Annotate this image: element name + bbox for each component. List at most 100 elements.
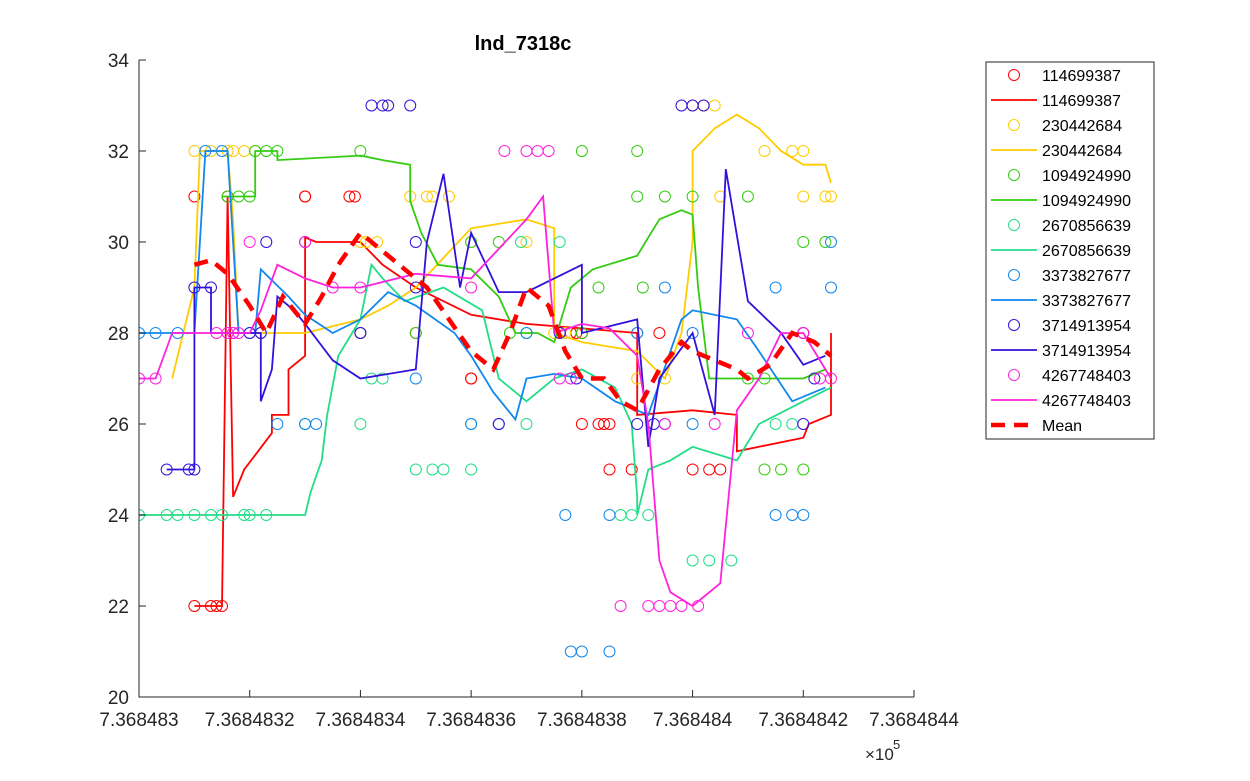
marker-230442684-14 xyxy=(520,236,533,248)
marker-3714913954-17 xyxy=(492,418,505,430)
x-tick-label: 7.3684844 xyxy=(869,710,959,731)
marker-3373827677-17 xyxy=(559,509,572,521)
marker-4267748403-9 xyxy=(354,281,367,294)
marker-1094924990-12 xyxy=(741,190,754,203)
marker-3373827677-20 xyxy=(658,281,671,294)
marker-2670856639-20 xyxy=(515,236,527,248)
legend-symbol xyxy=(1008,169,1020,181)
marker-1094924990-11 xyxy=(686,190,699,203)
y-tick-label: 30 xyxy=(108,233,129,254)
chart-title: lnd_7318c xyxy=(475,33,572,55)
marker-4267748403-12 xyxy=(520,145,533,157)
marker-4267748403-5 xyxy=(232,327,245,339)
legend-entry: 3373827677 xyxy=(1008,268,1131,285)
marker-114699387-8 xyxy=(348,190,361,203)
marker-1094924990-5 xyxy=(271,145,284,157)
marker-3714913954-13 xyxy=(404,99,417,112)
marker-2670856639-11 xyxy=(365,372,378,385)
marker-4267748403-1 xyxy=(149,372,162,385)
legend-entry: 4267748403 xyxy=(991,393,1131,410)
marker-1094924990-20 xyxy=(775,463,788,476)
marker-230442684-4 xyxy=(238,145,251,157)
legend-entry: 114699387 xyxy=(1008,68,1121,85)
marker-3373827677-8 xyxy=(299,418,312,430)
legend-label: 2670856639 xyxy=(1042,243,1131,260)
x-exponent-base: ×10 xyxy=(865,745,894,764)
marker-3714913954-1 xyxy=(182,463,195,476)
marker-2670856639-8 xyxy=(260,509,273,521)
y-tick-label: 28 xyxy=(108,324,129,345)
marker-3373827677-15 xyxy=(575,645,588,658)
marker-1094924990-28 xyxy=(409,327,422,339)
marker-1094924990-13 xyxy=(797,236,810,248)
x-tick-label: 7.3684836 xyxy=(426,710,516,731)
marker-230442684-26 xyxy=(819,190,832,203)
x-exponent-label: ×10 5 xyxy=(865,737,900,764)
legend-label: 230442684 xyxy=(1042,118,1122,135)
marker-1094924990-6 xyxy=(354,145,367,157)
marker-2670856639-3 xyxy=(188,509,201,521)
marker-3373827677-9 xyxy=(310,418,323,430)
x-tick-label: 7.368483 xyxy=(99,710,178,731)
marker-2670856639-19 xyxy=(553,236,566,248)
marker-114699387-7 xyxy=(299,190,312,203)
marker-4267748403-27 xyxy=(813,372,826,385)
marker-1094924990-18 xyxy=(741,372,754,385)
marker-230442684-25 xyxy=(797,190,810,203)
marker-3373827677-13 xyxy=(520,327,533,339)
marker-3714913954-21 xyxy=(631,418,644,430)
marker-4267748403-14 xyxy=(542,145,555,157)
legend-entry: 3373827677 xyxy=(991,293,1131,310)
marker-2670856639-27 xyxy=(769,418,782,430)
marker-3373827677-22 xyxy=(686,418,699,430)
marker-2670856639-15 xyxy=(437,463,450,476)
legend-entry: 1094924990 xyxy=(991,193,1131,210)
marker-2670856639-7 xyxy=(243,509,256,521)
legend-entry: 3714913954 xyxy=(991,343,1131,360)
marker-2670856639-28 xyxy=(786,418,799,430)
legend-symbol xyxy=(1008,269,1020,281)
marker-4267748403-28 xyxy=(708,418,721,430)
marker-3373827677-27 xyxy=(825,281,837,294)
marker-114699387-20 xyxy=(603,463,616,476)
mean-line xyxy=(193,229,833,414)
series-1094924990 xyxy=(221,145,832,476)
series-114699387 xyxy=(188,190,832,612)
series-line-4267748403 xyxy=(139,194,832,608)
marker-4267748403-21 xyxy=(692,600,705,612)
marker-2670856639-26 xyxy=(725,554,738,567)
legend-entry: 230442684 xyxy=(1008,118,1122,135)
legend-label: 3373827677 xyxy=(1042,268,1131,285)
marker-3373827677-7 xyxy=(271,418,284,430)
y-tick-label: 24 xyxy=(108,506,130,527)
legend-entry: 230442684 xyxy=(991,143,1122,160)
marker-2670856639-25 xyxy=(703,554,716,567)
marker-230442684-0 xyxy=(188,145,201,157)
marker-1094924990-16 xyxy=(636,281,649,294)
marker-3714913954-2 xyxy=(188,463,201,476)
legend-symbol xyxy=(1008,319,1020,331)
marker-2670856639-12 xyxy=(376,372,389,385)
marker-3714913954-23 xyxy=(675,99,688,112)
marker-230442684-12 xyxy=(443,190,455,203)
marker-114699387-9 xyxy=(188,190,201,203)
marker-3714913954-4 xyxy=(205,281,217,294)
marker-2670856639-18 xyxy=(520,418,533,430)
marker-2670856639-21 xyxy=(614,509,627,521)
legend-symbol xyxy=(1008,119,1020,131)
marker-1094924990-7 xyxy=(575,145,588,157)
marker-2670856639-24 xyxy=(686,554,699,567)
marker-4267748403-17 xyxy=(642,600,655,612)
legend-entry: 1094924990 xyxy=(1008,168,1131,185)
marker-4267748403-11 xyxy=(498,145,511,157)
marker-3714913954-25 xyxy=(697,99,710,112)
marker-3714913954-0 xyxy=(160,463,173,476)
marker-230442684-23 xyxy=(786,145,799,157)
legend-label: 4267748403 xyxy=(1042,368,1131,385)
axes: 7.368483 7.3684832 7.3684834 7.3684836 7.368… xyxy=(99,51,959,731)
marker-114699387-11 xyxy=(575,418,588,430)
marker-114699387-0 xyxy=(188,600,201,612)
marker-4267748403-13 xyxy=(531,145,544,157)
y-tick-label: 20 xyxy=(108,688,129,709)
